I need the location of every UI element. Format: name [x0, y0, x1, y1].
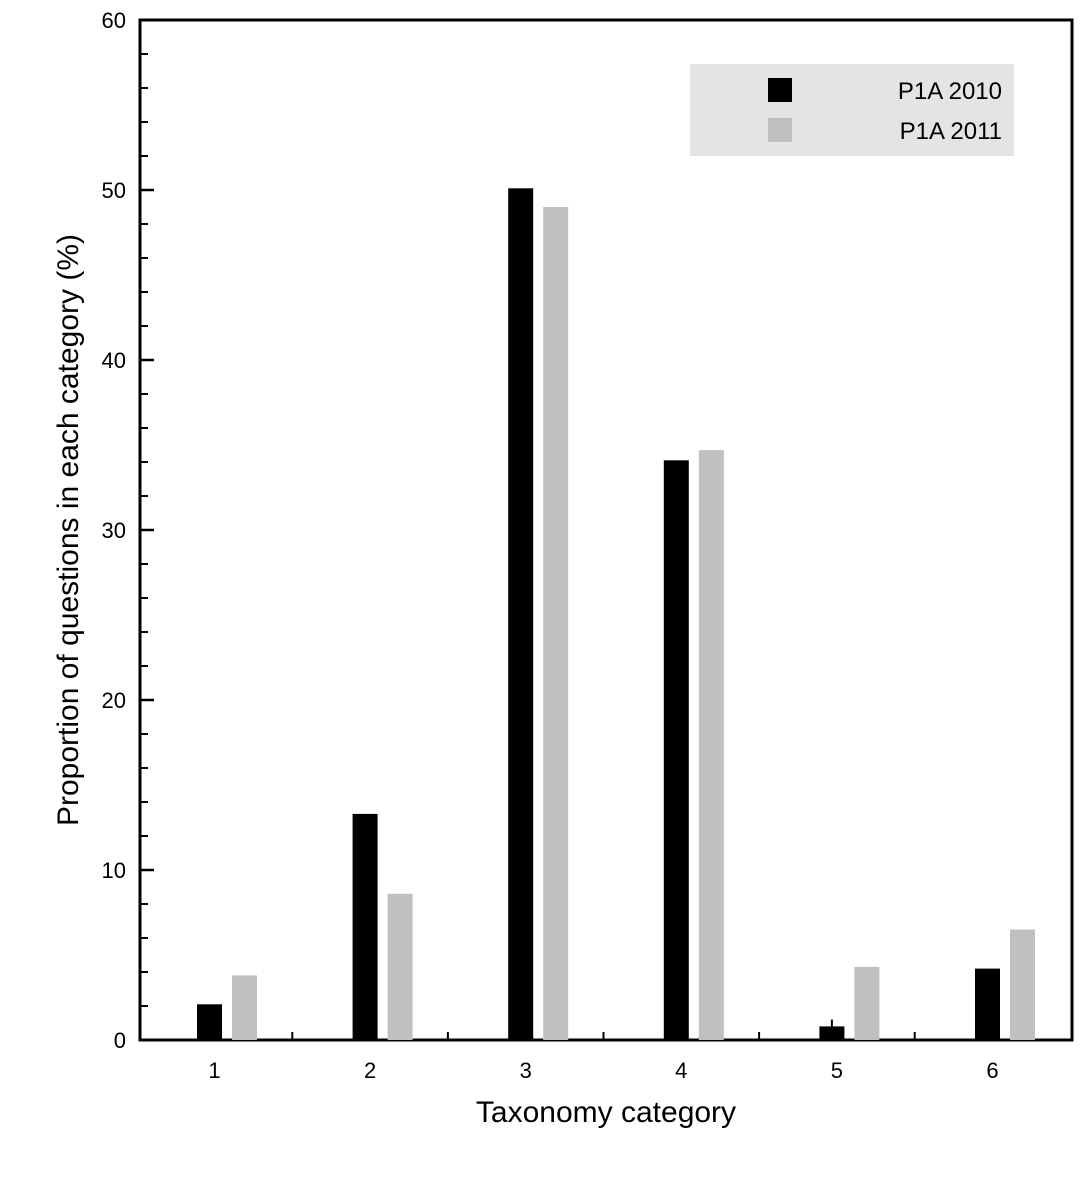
y-tick-label: 60: [102, 8, 126, 33]
legend-background: [690, 64, 1014, 156]
bar-p1a-2011-cat-1: [232, 975, 257, 1040]
bars: [197, 188, 1035, 1041]
bar-p1a-2011-cat-6: [1010, 929, 1035, 1040]
x-tick-label: 1: [208, 1058, 220, 1083]
bar-p1a-2010-cat-5: [819, 1026, 845, 1040]
y-tick-label: 20: [102, 688, 126, 713]
x-axis-title: Taxonomy category: [476, 1096, 736, 1129]
legend-label-p1a-2010: P1A 2010: [898, 78, 1002, 105]
x-tick-label: 4: [675, 1058, 687, 1083]
y-axis-ticks: 0 10 20 30 40 50 60: [102, 8, 154, 1053]
x-tick-label: 3: [520, 1058, 532, 1083]
bar-p1a-2011-cat-3: [543, 207, 569, 1040]
bar-p1a-2010-cat-3: [508, 188, 534, 1041]
legend-label-p1a-2011: P1A 2011: [900, 118, 1002, 145]
y-tick-label: 30: [102, 518, 126, 543]
y-tick-label: 40: [102, 348, 126, 373]
x-tick-label: 6: [986, 1058, 998, 1083]
legend-swatch-p1a-2010: [768, 78, 792, 102]
bar-p1a-2010-cat-2: [352, 813, 378, 1040]
bar-p1a-2011-cat-2: [387, 893, 413, 1040]
x-tick-label: 2: [364, 1058, 376, 1083]
y-axis-title: Proportion of questions in each category…: [52, 234, 85, 826]
y-tick-label: 10: [102, 858, 126, 883]
bar-p1a-2011-cat-5: [854, 966, 880, 1040]
plot-frame: [138, 18, 1074, 1042]
x-tick-label: 5: [831, 1058, 843, 1083]
bar-p1a-2011-cat-4: [698, 450, 724, 1041]
x-axis-ticks: 1 2 3 4 5 6: [208, 1028, 999, 1083]
legend: P1A 2010 P1A 2011: [690, 64, 1014, 156]
legend-swatch-p1a-2011: [768, 118, 792, 142]
bar-p1a-2010-cat-4: [663, 460, 689, 1040]
bar-p1a-2010-cat-6: [975, 968, 1000, 1040]
y-tick-label: 50: [102, 178, 126, 203]
bar-p1a-2010-cat-1: [197, 1004, 222, 1040]
y-tick-label: 0: [114, 1028, 126, 1053]
